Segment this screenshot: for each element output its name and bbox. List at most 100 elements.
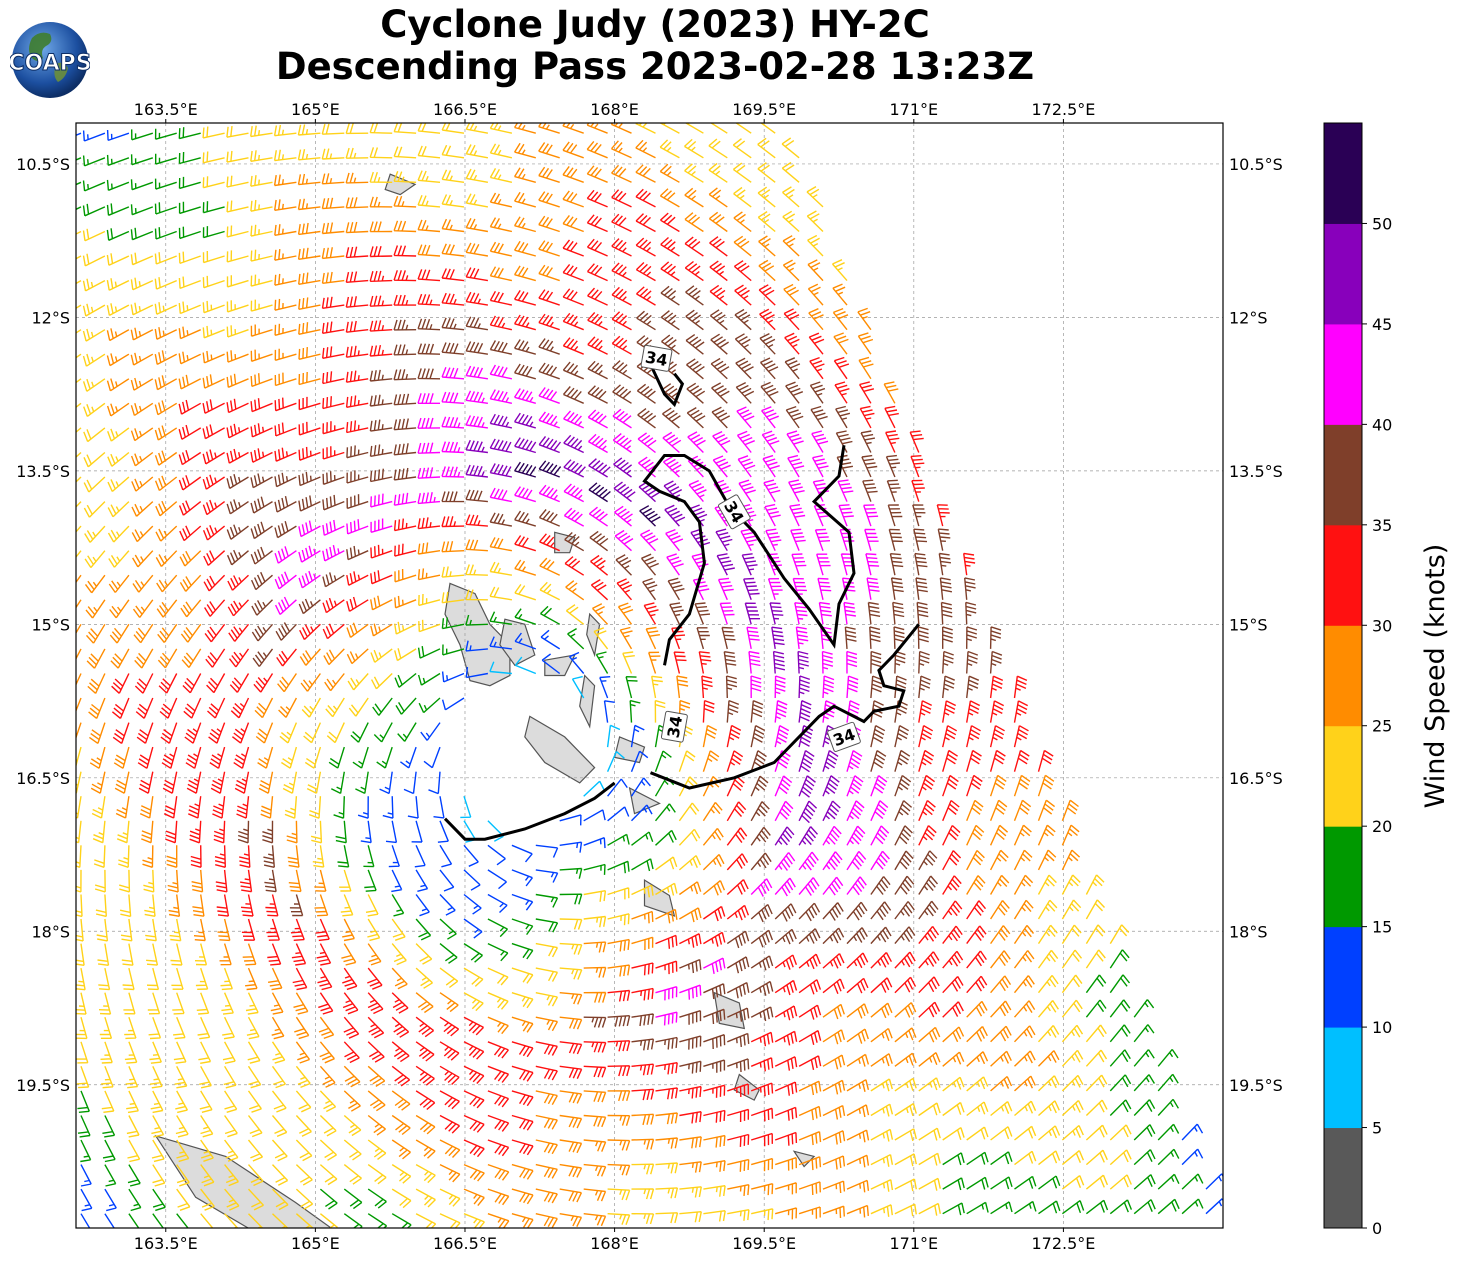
wind-barb <box>678 699 691 723</box>
wind-barb <box>441 617 465 630</box>
wind-barb <box>1061 1150 1085 1166</box>
wind-barb <box>685 334 705 355</box>
wind-barb <box>514 510 537 527</box>
wind-barb <box>204 599 226 617</box>
wind-barb <box>441 342 465 355</box>
wind-barb <box>918 850 938 871</box>
colorbar-tick-label: 20 <box>1372 817 1392 836</box>
wind-barb <box>465 539 488 552</box>
wind-barb <box>1109 1149 1132 1166</box>
wind-barb <box>637 432 657 454</box>
wind-barb <box>795 626 809 649</box>
wind-barb <box>131 525 154 543</box>
wind-barb <box>369 246 393 258</box>
wind-barb <box>678 881 702 896</box>
wind-barb <box>562 288 584 306</box>
wind-barb <box>343 1139 362 1161</box>
wind-barb <box>465 415 488 429</box>
wind-barb <box>439 1090 460 1110</box>
wind-barb <box>798 775 816 798</box>
wind-barb <box>272 1188 289 1211</box>
wind-barb <box>487 869 507 890</box>
wind-barb <box>539 557 560 576</box>
wind-barb <box>346 519 369 535</box>
wind-barb <box>616 578 633 601</box>
wind-barb <box>636 310 656 331</box>
wind-barb <box>750 1006 774 1022</box>
wind-barb <box>1014 1200 1037 1215</box>
wind-barb <box>180 623 202 643</box>
wind-barb <box>110 648 130 669</box>
wind-barb <box>774 675 786 699</box>
wind-barb <box>263 845 275 868</box>
wind-barb <box>726 981 750 999</box>
wind-barb <box>630 724 645 748</box>
wind-barb <box>734 333 752 355</box>
wind-barb <box>179 550 202 567</box>
wind-barb <box>200 1164 215 1187</box>
wind-barb <box>588 433 608 454</box>
wind-barb <box>465 217 489 233</box>
wind-barb <box>750 700 764 723</box>
wind-barb <box>489 537 513 552</box>
wind-barb <box>611 213 632 233</box>
wind-barb <box>822 1079 846 1095</box>
wind-barb <box>870 775 888 797</box>
wind-barb <box>273 174 297 187</box>
wind-barb <box>208 722 226 744</box>
wind-barb <box>82 253 106 267</box>
wind-barb <box>870 800 889 822</box>
wind-barb <box>178 351 202 365</box>
wind-barb <box>1133 999 1155 1018</box>
wind-barb <box>643 602 659 625</box>
wind-barb <box>298 471 321 487</box>
wind-barb <box>463 1139 485 1158</box>
wind-barb <box>155 153 177 165</box>
wind-barb <box>655 829 677 846</box>
wind-barb <box>271 1065 286 1089</box>
wind-barb <box>178 500 202 516</box>
wind-barb <box>733 186 752 208</box>
wind-barb <box>918 675 931 699</box>
wind-barb <box>76 918 84 942</box>
wind-barb <box>744 602 761 625</box>
wind-barb <box>393 146 417 159</box>
wind-barb <box>119 869 131 893</box>
wind-barb <box>1013 774 1031 797</box>
wind-barb <box>750 801 770 822</box>
wind-barb <box>918 900 939 920</box>
wind-barb <box>247 1188 265 1211</box>
wind-barb <box>846 800 865 822</box>
wind-barb <box>76 943 85 966</box>
wind-barb <box>76 1066 90 1089</box>
wind-barb <box>437 820 449 843</box>
wind-barb <box>152 1164 166 1187</box>
wind-barb <box>1038 1075 1060 1092</box>
wind-barb <box>909 430 924 453</box>
wind-barb <box>894 825 913 846</box>
wind-barb <box>345 296 369 308</box>
wind-barb <box>303 722 322 744</box>
contour-34kt-1 <box>642 445 856 666</box>
wind-barb <box>295 1188 314 1210</box>
wind-barb <box>393 319 417 331</box>
wind-barb <box>200 1188 215 1211</box>
wind-barb <box>1085 1024 1107 1043</box>
contour-34kt-3 <box>443 781 616 841</box>
wind-barb <box>774 750 791 772</box>
wind-barb <box>465 123 489 134</box>
wind-barb <box>822 1003 845 1020</box>
wind-barb <box>538 264 560 282</box>
wind-barb <box>785 381 804 404</box>
wind-barb <box>489 364 513 380</box>
wind-barb <box>631 962 654 976</box>
lat-tick-label-right: 16.5°S <box>1229 769 1283 788</box>
wind-barb <box>393 294 417 306</box>
wind-barb <box>712 430 731 453</box>
wind-barb <box>703 1210 726 1222</box>
wind-barb <box>337 845 350 868</box>
wind-barb <box>265 894 279 917</box>
wind-barb <box>702 775 722 797</box>
wind-barb <box>511 918 534 936</box>
